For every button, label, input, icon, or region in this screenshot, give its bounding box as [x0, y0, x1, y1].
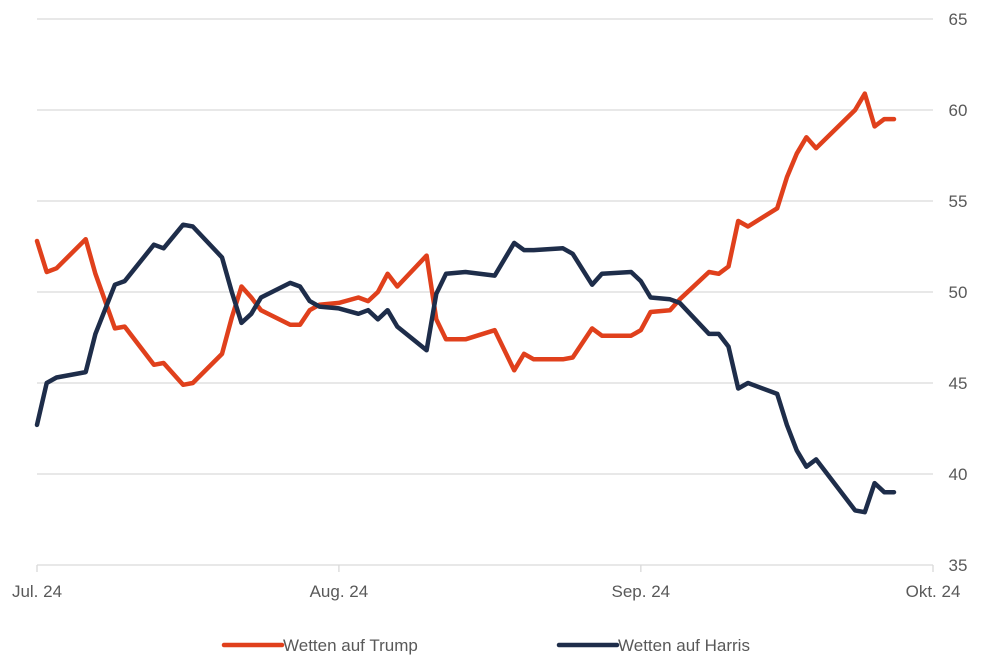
x-tick-label: Sep. 24: [612, 582, 671, 601]
y-tick-label: 40: [949, 465, 968, 484]
series-lines: [34, 91, 897, 515]
y-tick-label: 35: [949, 556, 968, 575]
y-tick-label: 45: [949, 374, 968, 393]
legend-label: Wetten auf Harris: [618, 636, 750, 655]
y-tick-label: 55: [949, 192, 968, 211]
gridlines: [37, 18, 933, 475]
y-tick-label: 60: [949, 101, 968, 120]
x-axis: Jul. 24 Aug. 24 Sep. 24 Okt. 24: [12, 564, 961, 601]
legend: Wetten auf Trump Wetten auf Harris: [221, 636, 750, 655]
legend-label: Wetten auf Trump: [283, 636, 418, 655]
x-tick-label: Jul. 24: [12, 582, 62, 601]
series-line-trump: [34, 91, 897, 388]
x-tick-label: Aug. 24: [310, 582, 369, 601]
y-tick-label: 65: [949, 10, 968, 29]
series-line-harris: [34, 222, 897, 515]
x-tick-label: Okt. 24: [906, 582, 961, 601]
y-tick-label: 50: [949, 283, 968, 302]
y-axis: 35 40 45 50 55 60 65: [949, 10, 968, 575]
